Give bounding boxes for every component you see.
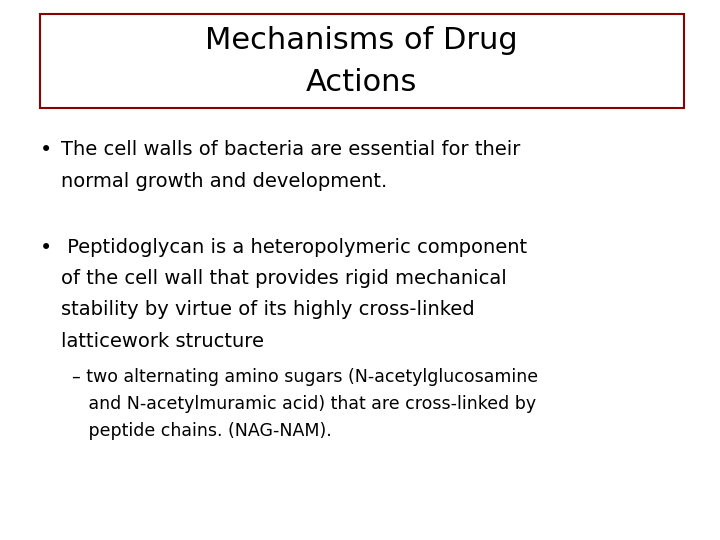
- Text: •: •: [40, 140, 52, 160]
- Text: peptide chains. (NAG-NAM).: peptide chains. (NAG-NAM).: [72, 422, 332, 440]
- Text: normal growth and development.: normal growth and development.: [61, 172, 387, 191]
- Text: Actions: Actions: [306, 68, 418, 97]
- Text: Mechanisms of Drug: Mechanisms of Drug: [205, 26, 518, 55]
- Text: and N-acetylmuramic acid) that are cross-linked by: and N-acetylmuramic acid) that are cross…: [72, 395, 536, 413]
- Text: Peptidoglycan is a heteropolymeric component: Peptidoglycan is a heteropolymeric compo…: [61, 238, 527, 256]
- Text: latticework structure: latticework structure: [61, 332, 264, 350]
- Text: stability by virtue of its highly cross-linked: stability by virtue of its highly cross-…: [61, 300, 474, 319]
- FancyBboxPatch shape: [40, 14, 684, 108]
- Text: of the cell wall that provides rigid mechanical: of the cell wall that provides rigid mec…: [61, 269, 507, 288]
- Text: – two alternating amino sugars (N-acetylglucosamine: – two alternating amino sugars (N-acetyl…: [72, 368, 538, 386]
- Text: The cell walls of bacteria are essential for their: The cell walls of bacteria are essential…: [61, 140, 521, 159]
- Text: •: •: [40, 238, 52, 258]
